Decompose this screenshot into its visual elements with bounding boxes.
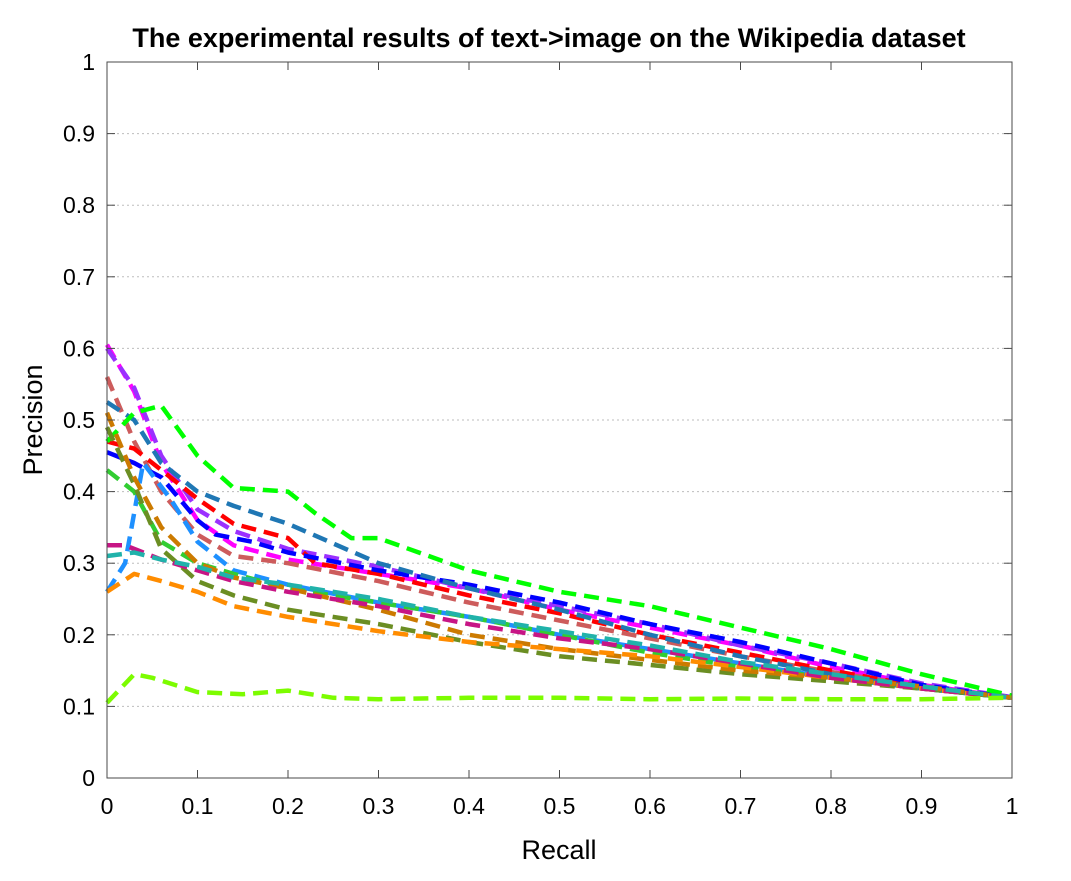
series-line-2 xyxy=(105,347,1013,700)
x-tick-label: 0.9 xyxy=(906,793,938,819)
x-tick-label: 0.2 xyxy=(272,793,304,819)
x-tick-label: 0.6 xyxy=(634,793,666,819)
axis-ticks xyxy=(106,61,1013,779)
series-line-15 xyxy=(105,671,1013,705)
y-tick-label: 0.8 xyxy=(63,192,95,218)
x-tick-label: 0 xyxy=(101,793,114,819)
x-tick-label: 0.4 xyxy=(453,793,485,819)
series-line-8 xyxy=(105,403,1013,698)
y-tick-label: 0 xyxy=(82,765,95,791)
series-line-5 xyxy=(106,450,1013,701)
y-tick-label: 0.7 xyxy=(63,264,95,290)
x-tick-label: 0.5 xyxy=(544,793,576,819)
y-tick-label: 0.9 xyxy=(63,121,95,147)
grid-lines xyxy=(107,133,1012,707)
y-tick-label: 0.2 xyxy=(63,622,95,648)
series-line-13 xyxy=(107,543,1013,701)
y-tick-labels: 0 0.1 0.2 0.3 0.4 0.5 0.6 0.7 0.8 0.9 1 xyxy=(63,49,95,791)
y-tick-label: 0.3 xyxy=(63,550,95,576)
series-line-10 xyxy=(104,426,1013,701)
x-tick-label: 0.1 xyxy=(182,793,214,819)
y-tick-label: 0.5 xyxy=(63,407,95,433)
x-axis-label: Recall xyxy=(521,835,596,865)
y-axis-label: Precision xyxy=(18,364,48,475)
series-line-7 xyxy=(105,400,1013,701)
series-line-14 xyxy=(106,550,1013,701)
series-layer xyxy=(104,343,1013,705)
x-tick-labels: 0 0.1 0.2 0.3 0.4 0.5 0.6 0.7 0.8 0.9 1 xyxy=(101,793,1019,819)
series-line-4 xyxy=(106,439,1013,701)
x-tick-label: 0.7 xyxy=(725,793,757,819)
y-tick-label: 0.4 xyxy=(63,479,95,505)
chart-title: The experimental results of text->image … xyxy=(132,23,965,53)
x-tick-label: 1 xyxy=(1006,793,1019,819)
y-tick-label: 0.1 xyxy=(63,693,95,719)
x-tick-label: 0.8 xyxy=(815,793,847,819)
x-tick-label: 0.3 xyxy=(363,793,395,819)
series-line-3 xyxy=(104,376,1013,701)
series-line-1 xyxy=(105,343,1013,701)
y-tick-label: 0.6 xyxy=(63,335,95,361)
y-tick-label: 1 xyxy=(82,49,95,75)
